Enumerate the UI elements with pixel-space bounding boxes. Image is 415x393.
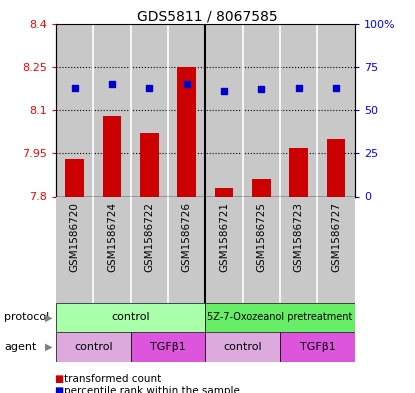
Bar [56, 196, 93, 303]
Text: transformed count: transformed count [64, 374, 161, 384]
Bar [290, 147, 308, 196]
Text: GSM1586726: GSM1586726 [182, 202, 192, 272]
Bar [131, 332, 205, 362]
Bar [243, 24, 280, 196]
Text: GSM1586723: GSM1586723 [294, 202, 304, 272]
Text: ■: ■ [54, 386, 63, 393]
Bar [178, 67, 196, 196]
Text: control: control [223, 342, 262, 352]
Bar [317, 196, 355, 303]
Bar [131, 24, 168, 196]
Bar [131, 196, 168, 303]
Bar [168, 196, 205, 303]
Text: TGFβ1: TGFβ1 [150, 342, 186, 352]
Text: ▶: ▶ [45, 312, 53, 322]
Bar [243, 196, 280, 303]
Text: GSM1586720: GSM1586720 [70, 202, 80, 272]
Bar [317, 24, 355, 196]
Bar [252, 179, 271, 196]
Bar [280, 24, 317, 196]
Bar [93, 196, 131, 303]
Text: TGFβ1: TGFβ1 [300, 342, 335, 352]
Bar [66, 159, 84, 196]
Bar [93, 24, 131, 196]
Text: GSM1586725: GSM1586725 [256, 202, 266, 272]
Bar [56, 303, 205, 332]
Bar [327, 139, 345, 196]
Bar [280, 196, 317, 303]
Text: 5Z-7-Oxozeanol pretreatment: 5Z-7-Oxozeanol pretreatment [208, 312, 353, 322]
Bar [205, 196, 243, 303]
Bar [103, 116, 122, 196]
Text: GSM1586722: GSM1586722 [144, 202, 154, 272]
Bar [205, 24, 243, 196]
Bar [168, 24, 205, 196]
Bar [56, 332, 131, 362]
Text: GDS5811 / 8067585: GDS5811 / 8067585 [137, 10, 278, 24]
Text: control: control [111, 312, 150, 322]
Bar [215, 188, 233, 196]
Bar [140, 133, 159, 196]
Text: control: control [74, 342, 113, 352]
Bar [205, 332, 280, 362]
Text: GSM1586727: GSM1586727 [331, 202, 341, 272]
Text: protocol: protocol [4, 312, 49, 322]
Bar [280, 332, 355, 362]
Text: percentile rank within the sample: percentile rank within the sample [64, 386, 240, 393]
Text: ■: ■ [54, 374, 63, 384]
Text: GSM1586721: GSM1586721 [219, 202, 229, 272]
Text: GSM1586724: GSM1586724 [107, 202, 117, 272]
Bar [205, 303, 355, 332]
Text: agent: agent [4, 342, 37, 352]
Bar [56, 24, 93, 196]
Text: ▶: ▶ [45, 342, 53, 352]
